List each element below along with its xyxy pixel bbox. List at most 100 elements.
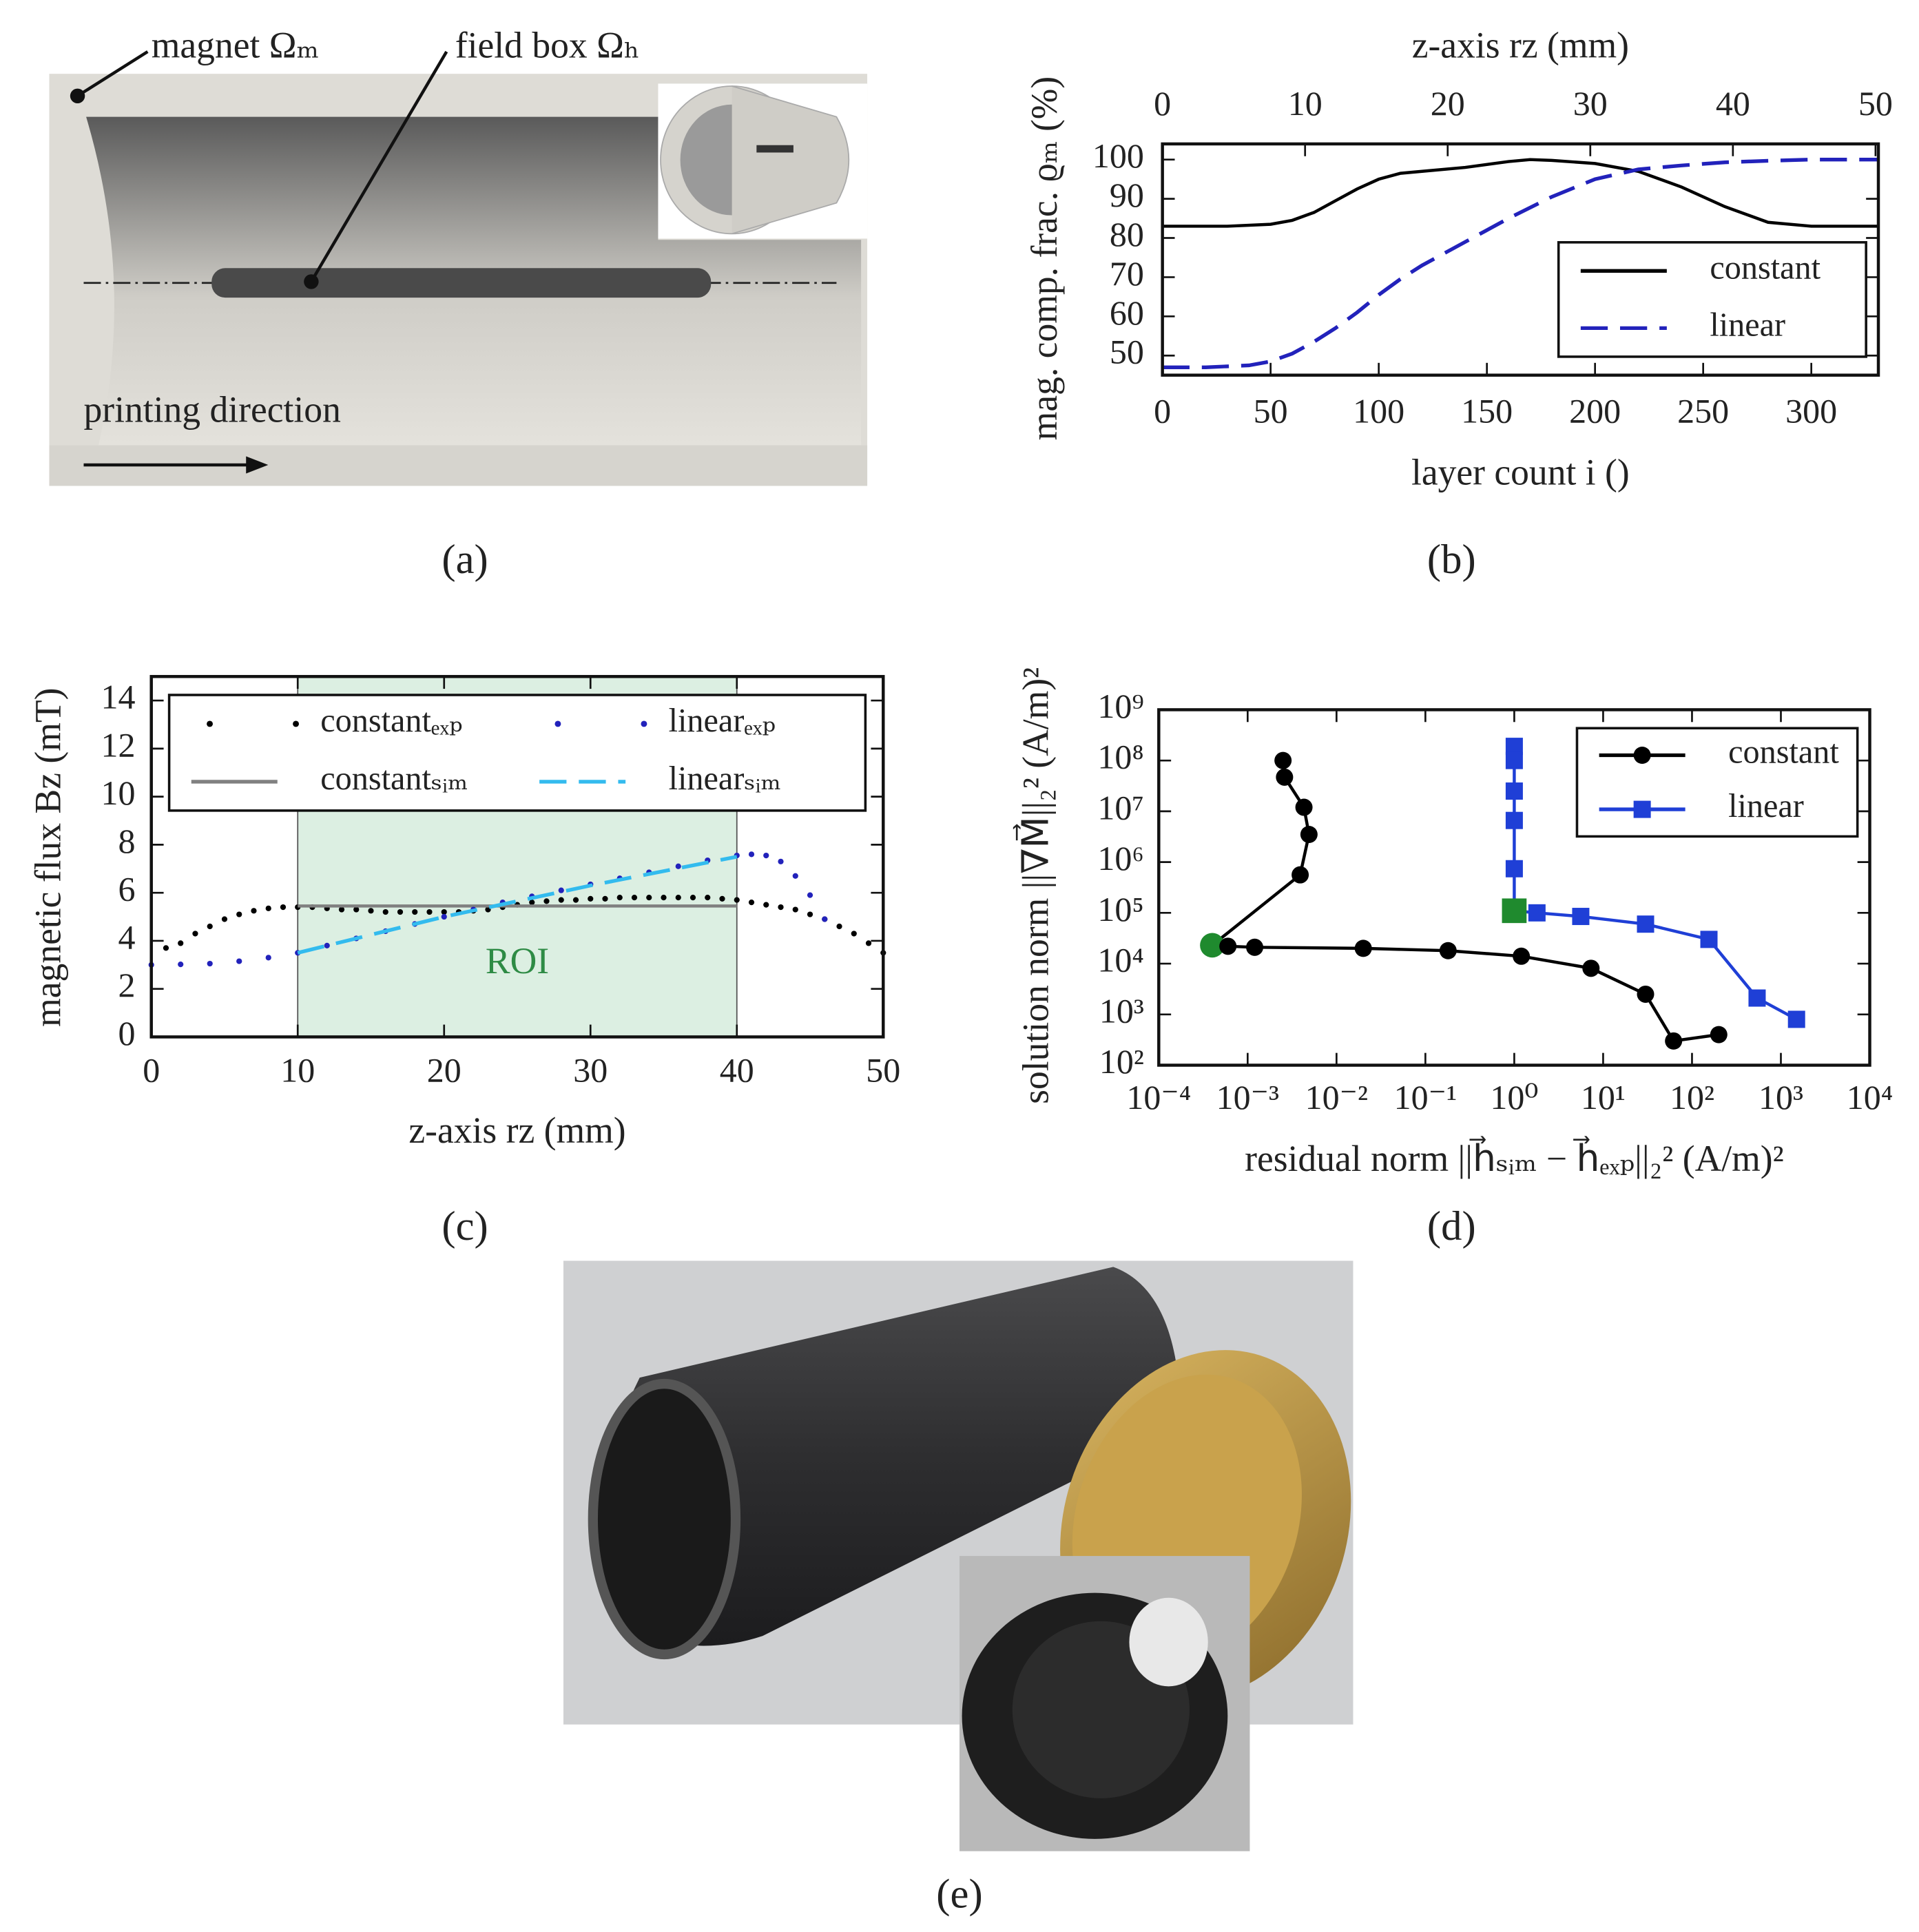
panel-label: (c) <box>442 1203 488 1249</box>
point <box>616 895 623 901</box>
x-tick-label: 10 <box>280 1050 315 1089</box>
point <box>1665 1032 1683 1050</box>
x-tick-label: 10⁻² <box>1305 1078 1368 1116</box>
y-tick-label: 10³ <box>1099 991 1144 1030</box>
point <box>1528 904 1546 922</box>
x-tick-label: 10³ <box>1759 1078 1803 1116</box>
point <box>1700 931 1718 948</box>
x2-axis-label: z-axis rz (mm) <box>1412 25 1629 66</box>
y-tick-label: 100 <box>1092 136 1144 175</box>
point <box>1200 933 1225 958</box>
x-tick-label: 0 <box>143 1050 160 1089</box>
roi-label: ROI <box>486 940 549 981</box>
point <box>178 940 184 946</box>
point <box>412 908 418 915</box>
y-tick-label: 10⁶ <box>1097 839 1143 877</box>
legend-box <box>1575 727 1859 838</box>
legend-label: constant <box>1710 249 1821 286</box>
y-tick-label: 6 <box>118 870 135 908</box>
point <box>265 955 271 961</box>
legend-box <box>1557 241 1867 358</box>
point <box>265 905 271 911</box>
x-tick-label: 150 <box>1461 391 1513 430</box>
point <box>778 904 784 911</box>
point <box>382 908 388 915</box>
point <box>1502 898 1527 924</box>
legend-marker <box>207 720 214 727</box>
y-tick-label: 10 <box>101 773 135 812</box>
point <box>1292 866 1309 884</box>
point <box>719 895 725 902</box>
x-tick-label: 10⁻⁴ <box>1126 1078 1191 1116</box>
field-box-label: field box Ωₕ <box>455 25 640 66</box>
point <box>558 897 564 903</box>
point <box>822 916 828 922</box>
series-line <box>297 855 738 955</box>
point <box>763 902 769 908</box>
point <box>792 906 798 913</box>
x2-tick-label: 0 <box>1154 84 1171 123</box>
y-tick-label: 70 <box>1110 254 1144 293</box>
plot-frame <box>1161 142 1880 377</box>
panel-label: (b) <box>1427 537 1476 583</box>
point <box>646 895 652 901</box>
x-axis-label: layer count i () <box>1411 451 1630 492</box>
point <box>1246 938 1264 956</box>
point <box>675 863 681 869</box>
point <box>675 895 681 901</box>
x-axis-label: residual norm ||h⃗ₛᵢₘ − h⃗ₑₓₚ||₂² (A/m)² <box>1245 1135 1784 1179</box>
series-line <box>1162 158 1879 369</box>
point <box>207 960 213 967</box>
plot-frame <box>1157 708 1871 1067</box>
point <box>1505 860 1523 877</box>
y-tick-label: 2 <box>118 966 135 1004</box>
x-tick-label: 300 <box>1785 391 1837 430</box>
x-tick-label: 20 <box>427 1050 461 1089</box>
point <box>163 945 169 951</box>
y-tick-label: 10⁵ <box>1097 890 1143 928</box>
point <box>792 873 798 879</box>
point <box>748 851 755 858</box>
panel-label: (a) <box>442 537 488 583</box>
legend-label: constantₛᵢₘ <box>320 760 468 797</box>
point <box>529 899 535 906</box>
point <box>426 908 433 915</box>
panel-label: (e) <box>936 1871 982 1917</box>
y-axis-label: magnetic flux Bz (mT) <box>27 688 68 1027</box>
point <box>338 906 345 913</box>
point <box>865 940 872 946</box>
y-tick-label: 10⁸ <box>1097 738 1143 776</box>
x-tick-label: 30 <box>573 1050 608 1089</box>
point <box>1354 939 1372 957</box>
point <box>178 961 184 968</box>
x-tick-label: 10⁻³ <box>1216 1078 1279 1116</box>
y-tick-label: 50 <box>1110 333 1144 371</box>
magnet-label: magnet Ωₘ <box>152 25 320 66</box>
legend-label: linearₛᵢₘ <box>669 760 781 797</box>
x-tick-label: 10⁴ <box>1847 1078 1893 1116</box>
point <box>1710 1026 1728 1043</box>
point <box>192 931 198 937</box>
x-tick-label: 10² <box>1670 1078 1714 1116</box>
point <box>558 887 564 893</box>
y-tick-label: 80 <box>1110 215 1144 253</box>
point <box>1300 825 1318 843</box>
legend-marker <box>1633 746 1651 764</box>
legend-label: linearₑₓₚ <box>669 703 776 739</box>
point <box>1439 942 1457 959</box>
direction-label: printing direction <box>83 388 340 430</box>
legend-marker <box>293 720 300 727</box>
point <box>807 911 813 917</box>
x-axis-label: z-axis rz (mm) <box>408 1110 625 1151</box>
point <box>734 897 740 903</box>
x2-tick-label: 30 <box>1573 84 1608 123</box>
point <box>441 908 447 915</box>
x-tick-label: 200 <box>1569 391 1621 430</box>
point <box>836 923 842 930</box>
point <box>441 913 447 920</box>
point <box>689 895 696 901</box>
point <box>1748 989 1766 1007</box>
point <box>543 898 550 904</box>
y-tick-label: 4 <box>118 917 135 956</box>
